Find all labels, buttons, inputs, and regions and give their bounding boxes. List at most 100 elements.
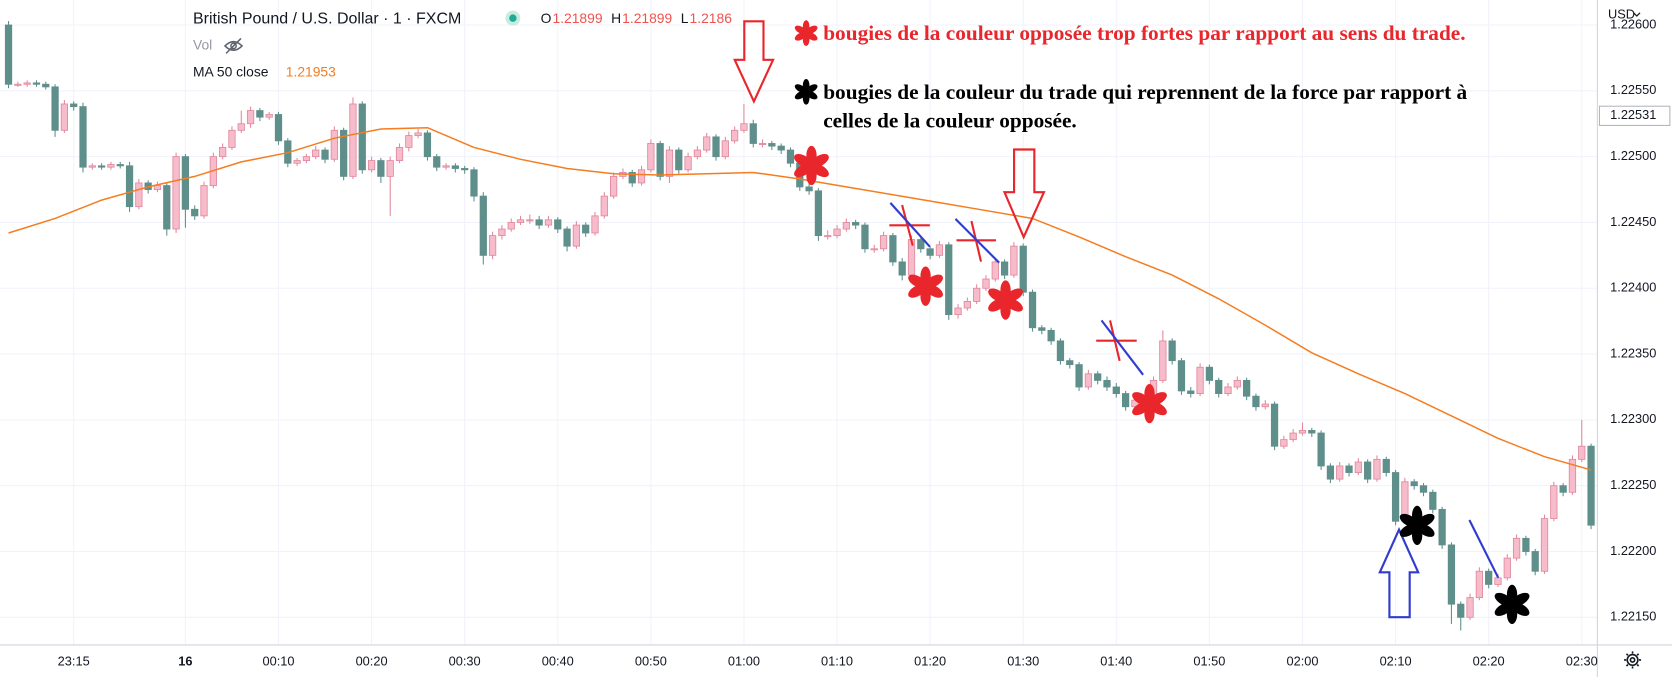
candle-body [721, 140, 729, 158]
candle-body [563, 228, 571, 247]
y-tick-label: 1.22400 [1610, 280, 1656, 295]
y-tick-label: 1.22600 [1610, 16, 1656, 31]
candle-body [274, 114, 283, 142]
red-note: bougies de la couleur opposée trop forte… [823, 21, 1465, 45]
candle-body [1326, 465, 1335, 480]
y-tick-label: 1.22350 [1610, 345, 1656, 360]
red-star [985, 280, 1026, 320]
ohlc-label: H [611, 10, 621, 26]
candle-body [293, 160, 301, 164]
candle-body [609, 175, 618, 197]
candle-body [32, 82, 41, 85]
x-tick-label: 00:10 [262, 653, 294, 668]
candle-body [628, 172, 636, 184]
candle-body [1531, 551, 1539, 572]
candle-body [805, 186, 813, 192]
axes: 1.22150 1.22200 1.22250 1.22300 1.22350 1.224… [58, 16, 1671, 668]
candle-body [1094, 373, 1102, 381]
candle-body [1457, 603, 1465, 618]
candle-body [302, 156, 311, 162]
candle-body [1475, 570, 1483, 599]
candle-body [1354, 461, 1362, 473]
candle-body [1177, 360, 1186, 392]
candle-body [135, 182, 143, 208]
candle-body [367, 160, 376, 171]
x-tick-label: 01:40 [1100, 653, 1132, 668]
candle-body [1485, 570, 1493, 585]
candle-body [507, 222, 515, 230]
candle-body [740, 123, 748, 131]
black-star [1492, 584, 1532, 625]
black-note-line: celles de la couleur opposée. [823, 109, 1077, 133]
candle-body [1540, 518, 1549, 572]
candle-body [181, 156, 190, 210]
candle-body [861, 224, 869, 250]
y-tick-label: 1.22300 [1610, 411, 1656, 426]
candle-body [1215, 379, 1223, 394]
candle-body [647, 143, 655, 171]
y-tick-label: 1.22150 [1610, 609, 1656, 624]
candle-body [1447, 544, 1456, 605]
plot-area [4, 21, 1595, 631]
candle-body [758, 143, 767, 145]
candle-body [125, 165, 134, 208]
candle-body [1261, 403, 1269, 408]
candle-body [1550, 485, 1558, 520]
candle-body [600, 195, 608, 217]
x-tick-label: 01:20 [914, 653, 946, 668]
candle-body [246, 110, 255, 125]
candle-body [1159, 340, 1167, 381]
slash [1100, 319, 1144, 376]
settings-icon[interactable] [1624, 651, 1642, 669]
y-tick-label: 1.22250 [1610, 477, 1656, 492]
cross-line [970, 220, 983, 262]
candle-body [898, 261, 906, 276]
x-tick-label: 02:10 [1380, 653, 1412, 668]
candle-body [191, 208, 199, 217]
candle-body [1559, 485, 1567, 493]
black-note-line: bougies de la couleur du trade qui repre… [823, 80, 1467, 104]
slash [889, 202, 931, 248]
currency-caret[interactable] [1633, 12, 1641, 17]
candle-body [442, 165, 450, 168]
candle-body [349, 103, 357, 177]
candle-body [256, 110, 264, 118]
candle-body [824, 235, 832, 238]
candle-body [1103, 379, 1111, 388]
candle-body [1010, 245, 1018, 276]
ohlc-label: O [541, 10, 552, 26]
candle-body [358, 103, 366, 171]
candle-body [852, 222, 860, 226]
candle-body [498, 228, 506, 237]
candle-body [684, 156, 692, 171]
candle-body [79, 106, 87, 168]
volume-label[interactable]: Vol [193, 37, 212, 53]
candle-body [107, 164, 115, 168]
candle-body [433, 156, 441, 168]
candle-body [1056, 340, 1065, 362]
legend-red-star [793, 20, 819, 46]
candle-body [340, 129, 348, 177]
candle-body [889, 235, 897, 263]
candle-body [1000, 261, 1009, 276]
candle-body [1019, 245, 1027, 293]
candle-body [712, 136, 720, 158]
candle-body [219, 146, 227, 158]
candle-body [1438, 508, 1446, 546]
candle-body [535, 219, 543, 226]
ma-line [8, 126, 1592, 471]
candle-body [1084, 373, 1093, 388]
candle-body [42, 83, 50, 88]
status-dot [509, 14, 517, 22]
ma-legend-name[interactable]: MA 50 close [193, 63, 269, 79]
candle-body [97, 165, 106, 168]
candle-body [1391, 472, 1400, 522]
candle-body [1270, 403, 1279, 447]
x-tick-label: 23:15 [58, 653, 90, 668]
currency[interactable]: USD [1608, 6, 1635, 21]
hidden-eye-icon[interactable] [223, 37, 244, 54]
x-tick-label: 00:30 [449, 653, 481, 668]
candle-body [656, 143, 664, 177]
candle-body [1252, 395, 1260, 408]
candle-body [1382, 458, 1390, 473]
